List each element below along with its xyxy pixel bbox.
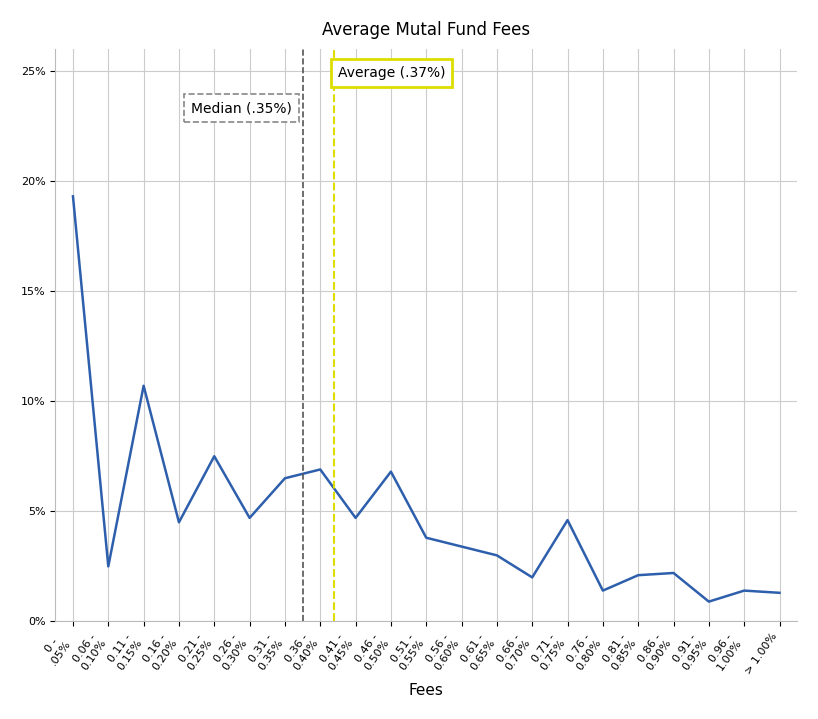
- X-axis label: Fees: Fees: [409, 683, 443, 698]
- Title: Average Mutal Fund Fees: Average Mutal Fund Fees: [322, 21, 530, 39]
- Text: Median (.35%): Median (.35%): [191, 101, 292, 115]
- Text: Average (.37%): Average (.37%): [338, 66, 446, 80]
